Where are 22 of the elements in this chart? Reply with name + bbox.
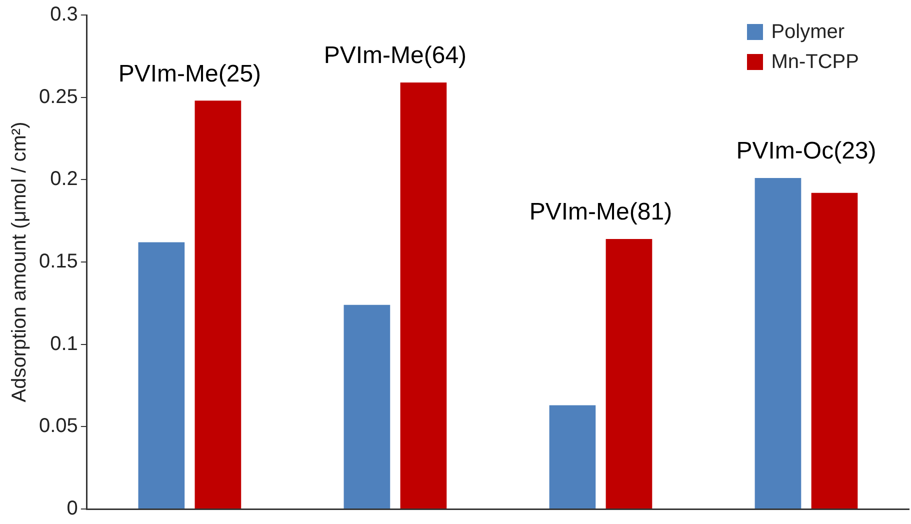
x-tick-label: PVIm-Oc(23) xyxy=(736,138,876,165)
bar xyxy=(194,100,242,508)
y-tick-label: 0.3 xyxy=(50,4,78,26)
y-tick-label: 0.25 xyxy=(38,86,78,108)
y-tick-label: 0.2 xyxy=(50,168,78,190)
y-axis-title: Adsorption amount (μmol / cm²) xyxy=(8,122,31,402)
bar xyxy=(606,238,652,508)
bar xyxy=(344,304,390,508)
y-tick-label: 0.1 xyxy=(50,332,78,355)
bar xyxy=(400,82,447,508)
bar xyxy=(549,405,596,508)
x-tick-label: PVIm-Me(64) xyxy=(324,42,467,70)
bar xyxy=(811,192,858,508)
y-tick-label: 0.15 xyxy=(38,250,78,273)
legend-label: Polymer xyxy=(771,20,845,44)
y-tick-label: 0 xyxy=(66,498,78,520)
x-tick-label: PVIm-Me(81) xyxy=(529,198,672,226)
x-tick-label: PVIm-Me(25) xyxy=(118,60,262,88)
bar xyxy=(754,178,802,508)
legend-label: Mn-TCPP xyxy=(771,50,859,74)
bar xyxy=(138,242,185,508)
y-tick-label: 0.05 xyxy=(38,415,78,438)
